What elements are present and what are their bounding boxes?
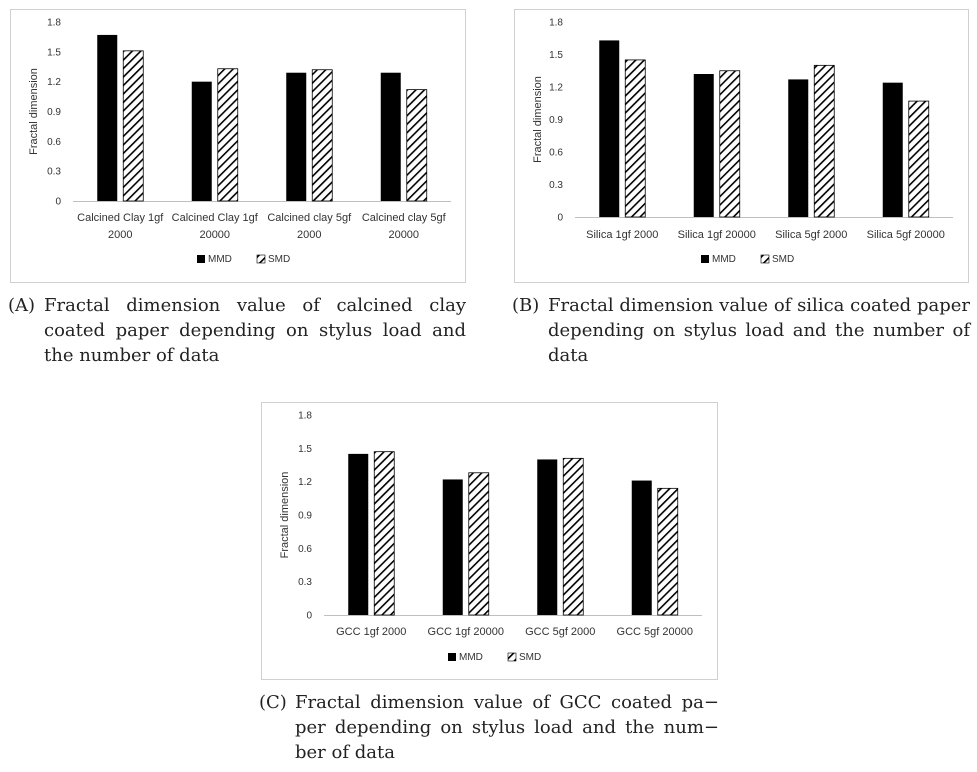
chart-c-legend-swatch-smd: [507, 652, 517, 662]
chart-a: 1.8 1.5 1.2 0.9 0.6 0.3 0 Fractal dimension Calc…: [28, 18, 451, 265]
chart-a-bar-smd: [122, 50, 144, 202]
chart-b-legend-swatch-mmd: [701, 255, 709, 263]
caption-c-text: Fractal dimension value of GCC coated pa…: [295, 692, 719, 763]
chart-a-category-label: 20000: [388, 229, 419, 241]
chart-c-ytick: 1.2: [298, 477, 312, 488]
chart-c-bar-mmd: [631, 480, 652, 615]
chart-a-legend-swatch-mmd: [197, 255, 205, 263]
chart-c-ytick: 0.9: [298, 511, 312, 522]
chart-c-ytick: 0.6: [298, 544, 312, 555]
chart-a-bar-smd: [217, 68, 239, 202]
chart-b-category-label: Silica 5gf 2000: [775, 229, 847, 241]
chart-a-category-label: Calcined Clay 1gf: [77, 212, 164, 224]
chart-a-legend-label-mmd: MMD: [208, 254, 232, 265]
chart-c-bar-mmd: [442, 479, 463, 615]
chart-b-bar-mmd: [788, 79, 809, 218]
caption-c: (C) Fractal dimension value of GCC coate…: [259, 690, 721, 770]
chart-c-bar-mmd: [537, 459, 558, 615]
chart-b-category-label: Silica 1gf 2000: [586, 229, 658, 241]
chart-c-category-label: GCC 1gf 2000: [336, 626, 406, 638]
chart-c-frame: 1.8 1.5 1.2 0.9 0.6 0.3 0 Fractal dimension GCC …: [261, 402, 718, 680]
chart-a-legend-swatch-smd: [256, 254, 266, 264]
chart-a-bar-mmd: [97, 34, 118, 201]
chart-a-ytick: 1.8: [47, 18, 61, 29]
chart-b-ytick: 1.8: [549, 18, 563, 29]
chart-a-category-label: 2000: [108, 229, 132, 241]
caption-c-label: (C): [259, 692, 287, 713]
chart-c-bar-smd: [373, 451, 395, 616]
chart-c-ytick: 1.8: [298, 411, 312, 422]
chart-b-bar-mmd: [882, 82, 903, 218]
chart-a-bar-mmd: [286, 72, 307, 201]
chart-a-bar-smd: [311, 69, 333, 202]
chart-b-ytick: 0: [557, 213, 563, 224]
chart-c-category-label: GCC 5gf 2000: [525, 626, 595, 638]
chart-c-legend-swatch-mmd: [448, 653, 456, 661]
caption-b-text: Fractal dimension value of silica coated…: [548, 295, 970, 366]
chart-b-legend-label-smd: SMD: [772, 254, 794, 265]
chart-a-ytick: 1.2: [47, 77, 61, 88]
chart-b-bar-smd: [624, 59, 646, 218]
chart-c-category-label: GCC 5gf 20000: [617, 626, 693, 638]
chart-a-legend-label-smd: SMD: [268, 254, 290, 265]
chart-b-ytick: 1.2: [549, 83, 563, 94]
chart-b-bar-smd: [719, 70, 741, 218]
chart-c-bar-smd: [468, 472, 490, 616]
chart-c-ylabel: Fractal dimension: [279, 472, 291, 559]
caption-b-label: (B): [512, 295, 540, 316]
chart-c-ytick: 0: [306, 611, 312, 622]
chart-a-ylabel: Fractal dimension: [28, 68, 40, 155]
chart-b-legend-label-mmd: MMD: [712, 254, 736, 265]
chart-a-ytick: 0.3: [47, 167, 61, 178]
chart-b-bar-mmd: [693, 74, 714, 217]
chart-b-ytick: 0.9: [549, 115, 563, 126]
caption-a-text: Fractal dimension value of calcined clay…: [44, 295, 466, 366]
chart-c-bar-smd: [562, 457, 584, 616]
chart-b-category-label: Silica 1gf 20000: [678, 229, 756, 241]
chart-c-legend-label-smd: SMD: [519, 652, 541, 663]
chart-a-ytick: 0.6: [47, 137, 61, 148]
chart-a-category-label: Calcined clay 5gf: [267, 212, 352, 224]
chart-b-ylabel: Fractal dimension: [532, 76, 544, 163]
chart-b-bar-smd: [908, 100, 930, 218]
chart-c: 1.8 1.5 1.2 0.9 0.6 0.3 0 Fractal dimension GCC …: [279, 411, 702, 663]
chart-b: 1.8 1.5 1.2 0.9 0.6 0.3 0 Fractal dimension Sili…: [532, 18, 953, 265]
chart-a-category-label: Calcined clay 5gf: [362, 212, 447, 224]
chart-c-bar-mmd: [348, 453, 369, 615]
chart-a-bar-mmd: [380, 72, 401, 201]
chart-b-ytick: 0.6: [549, 148, 563, 159]
chart-b-ytick: 0.3: [549, 180, 563, 191]
chart-c-legend-label-mmd: MMD: [459, 652, 483, 663]
chart-a-bar-mmd: [191, 81, 212, 201]
chart-a-category-label: 2000: [297, 229, 321, 241]
chart-c-bar-smd: [657, 487, 679, 616]
chart-b-bar-mmd: [599, 40, 620, 218]
chart-b-category-label: Silica 5gf 20000: [867, 229, 945, 241]
chart-c-ytick: 0.3: [298, 577, 312, 588]
chart-a-ytick: 0: [55, 197, 61, 208]
chart-b-frame: 1.8 1.5 1.2 0.9 0.6 0.3 0 Fractal dimension Sili…: [514, 9, 969, 283]
chart-a-frame: 1.8 1.5 1.2 0.9 0.6 0.3 0 Fractal dimension Calc…: [10, 9, 466, 283]
caption-b: (B) Fractal dimension value of silica co…: [512, 293, 972, 373]
caption-a-label: (A): [8, 295, 36, 316]
chart-a-category-label: Calcined Clay 1gf: [172, 212, 259, 224]
chart-a-ytick: 1.5: [47, 47, 61, 58]
chart-b-ytick: 1.5: [549, 50, 563, 61]
chart-c-ytick: 1.5: [298, 444, 312, 455]
chart-a-category-label: 20000: [199, 229, 230, 241]
chart-c-category-label: GCC 1gf 20000: [428, 626, 504, 638]
chart-b-bar-smd: [813, 64, 835, 218]
caption-a: (A) Fractal dimension value of calcined …: [8, 293, 468, 373]
chart-b-legend-swatch-smd: [760, 254, 770, 264]
chart-a-bar-smd: [406, 89, 428, 202]
chart-a-ytick: 0.9: [47, 107, 61, 118]
